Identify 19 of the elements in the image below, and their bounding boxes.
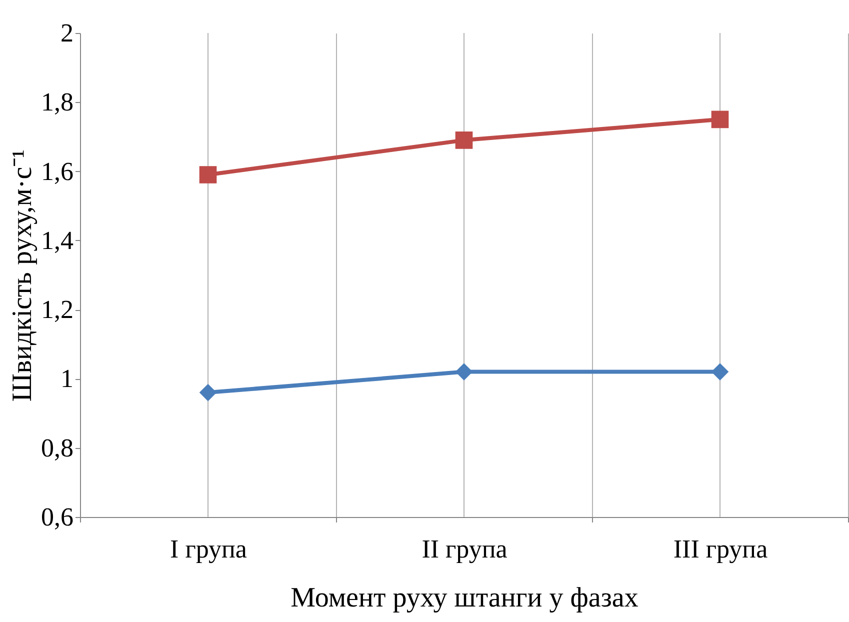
point [199, 166, 217, 184]
point [199, 384, 217, 402]
y-tick-label: 1,8 [41, 88, 74, 117]
y-tick-label: 1 [60, 364, 74, 394]
y-tick-label: 0,8 [41, 433, 74, 462]
y-tick-label: 1,2 [41, 295, 74, 324]
y-tick-label: 2 [60, 18, 74, 48]
point [711, 110, 729, 128]
y-axis-title: Швидкість руху,м·с⁻¹ [7, 149, 38, 402]
point [711, 363, 729, 380]
y-tick-label: 1,4 [41, 226, 74, 255]
y-tick-label: 0,6 [41, 502, 74, 532]
x-tick-label: II група [422, 534, 508, 564]
point [455, 363, 473, 380]
point [455, 132, 473, 149]
x-tick-label: I група [170, 534, 248, 564]
x-tick-label: III група [673, 534, 768, 564]
y-tick-label: 1,6 [41, 156, 74, 186]
x-axis-title: Момент руху штанги у фазах [290, 582, 638, 614]
